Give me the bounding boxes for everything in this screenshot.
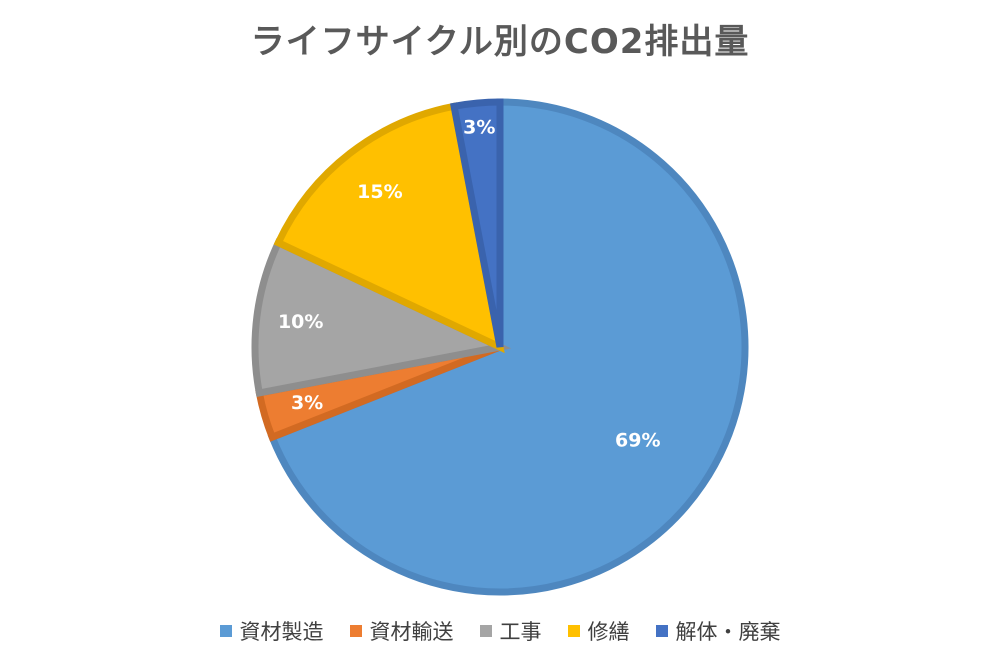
legend-swatch-3 xyxy=(479,625,492,637)
pie-slice-5 xyxy=(449,98,504,348)
pie-slice-4 xyxy=(273,102,505,354)
pie-slice-1 xyxy=(267,98,749,596)
legend-label-1: 資材製造 xyxy=(239,620,324,644)
pie-slice-3 xyxy=(251,238,512,398)
data-label-2: 3% xyxy=(291,392,323,414)
chart-legend: 資材製造 資材輸送 工事 修繕 解体・廃棄 xyxy=(0,616,1000,646)
legend-swatch-2 xyxy=(349,625,362,637)
legend-item-3: 工事 xyxy=(479,616,542,646)
legend-label-5: 解体・廃棄 xyxy=(675,620,781,644)
data-label-5: 3% xyxy=(463,116,495,138)
legend-item-4: 修繕 xyxy=(567,616,630,646)
data-label-4: 15% xyxy=(357,181,402,203)
chart-title: ライフサイクル別のCO2排出量 xyxy=(250,22,750,62)
legend-label-4: 修繕 xyxy=(587,620,630,644)
legend-swatch-1 xyxy=(219,625,232,637)
data-label-3: 10% xyxy=(278,311,323,333)
legend-item-2: 資材輸送 xyxy=(349,616,454,646)
legend-item-1: 資材製造 xyxy=(219,616,324,646)
legend-swatch-5 xyxy=(655,625,668,637)
legend-swatch-4 xyxy=(567,625,580,637)
legend-item-5: 解体・廃棄 xyxy=(655,616,781,646)
legend-label-2: 資材輸送 xyxy=(369,620,454,644)
legend-label-3: 工事 xyxy=(499,620,542,644)
data-label-1: 69% xyxy=(615,430,660,452)
